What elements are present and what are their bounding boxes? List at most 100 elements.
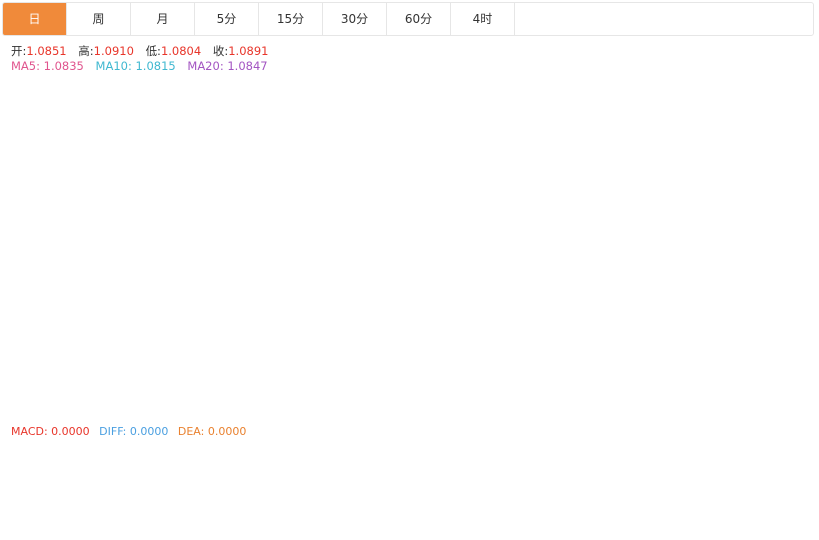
candle-body — [44, 352, 52, 359]
candle — [529, 104, 537, 137]
candle — [12, 300, 20, 361]
tab-0[interactable]: 日 — [3, 3, 67, 35]
candle-body — [465, 148, 473, 222]
tab-3[interactable]: 5分 — [195, 3, 259, 35]
macd-bar — [11, 468, 20, 474]
candle-body — [508, 94, 516, 132]
price-tick-label: 1.0668 — [754, 196, 791, 208]
macd-bar — [227, 473, 236, 478]
macd-bar — [615, 473, 624, 491]
ma10-value: MA10: 1.0815 — [95, 59, 176, 73]
macd-bar — [593, 473, 602, 477]
macd-bar — [626, 473, 635, 497]
candle — [281, 343, 289, 367]
candle-body — [680, 139, 688, 148]
macd-bar — [324, 467, 333, 474]
candle — [152, 300, 160, 328]
ma-legend: MA5: 1.0835 MA10: 1.0815 MA20: 1.0847 — [11, 59, 276, 73]
macd-bar — [486, 433, 495, 474]
macd-bar — [281, 473, 290, 486]
candle — [669, 124, 677, 151]
current-price-label: 1.0891 — [756, 101, 793, 113]
low-label: 低: — [145, 44, 161, 58]
macd-bar — [54, 473, 63, 479]
macd-bar — [442, 473, 451, 478]
candle — [572, 82, 580, 103]
tab-4[interactable]: 15分 — [259, 3, 323, 35]
tab-1[interactable]: 周 — [67, 3, 131, 35]
tab-6[interactable]: 60分 — [387, 3, 451, 35]
candle-body — [238, 324, 246, 341]
candle — [443, 272, 451, 322]
macd-bar — [292, 473, 301, 485]
candle — [680, 133, 688, 154]
macd-bar — [345, 465, 354, 474]
candle — [163, 264, 171, 311]
tab-7[interactable]: 4时 — [451, 3, 515, 35]
macd-bar — [248, 473, 257, 478]
candle — [44, 349, 52, 365]
candle-body — [87, 355, 95, 364]
diff-line — [4, 403, 706, 478]
dea-value: DEA: 0.0000 — [177, 425, 247, 438]
candle — [626, 147, 634, 168]
candle-body — [184, 277, 192, 304]
high-value: 1.0910 — [93, 44, 134, 58]
ma20-line — [4, 124, 706, 359]
candle-body — [368, 272, 376, 307]
macd-bar — [475, 439, 484, 474]
candle — [497, 113, 505, 143]
macd-bar — [561, 449, 570, 474]
macd-bar — [529, 437, 538, 474]
candle — [691, 93, 699, 154]
candle-body — [227, 340, 235, 384]
candle — [303, 303, 311, 352]
open-value: 1.0851 — [26, 44, 67, 58]
candle-body — [120, 309, 128, 370]
candle — [120, 301, 128, 373]
candle-body — [702, 105, 710, 123]
macd-bar — [216, 472, 225, 474]
candle-body — [130, 304, 138, 310]
tab-5[interactable]: 30分 — [323, 3, 387, 35]
candle — [1, 352, 9, 379]
candle-body — [691, 125, 699, 151]
price-tick-label: 1.0966 — [754, 69, 791, 81]
candle — [260, 315, 268, 336]
macd-bar — [98, 473, 107, 477]
candle — [540, 97, 548, 132]
candle — [648, 127, 656, 160]
candle — [475, 122, 483, 160]
price-tick-label: 1.0866 — [754, 112, 791, 124]
ma5-value: MA5: 1.0835 — [11, 59, 84, 73]
candle-body — [76, 355, 84, 384]
candle — [702, 97, 710, 143]
macd-bar — [453, 465, 462, 474]
candle-body — [346, 280, 354, 298]
macd-bar — [540, 443, 548, 474]
candle-body — [271, 323, 278, 348]
candle-body — [324, 278, 332, 290]
macd-bar — [87, 473, 96, 478]
candle-body — [529, 108, 537, 125]
price-tick-label: 1.0370 — [754, 322, 791, 334]
candle — [637, 136, 645, 174]
tab-2[interactable]: 月 — [131, 3, 195, 35]
macd-bar — [141, 459, 150, 474]
macd-bar — [690, 473, 699, 493]
candle-body — [475, 150, 483, 154]
macd-bar — [647, 473, 656, 496]
macd-bar — [356, 468, 365, 474]
candle — [55, 354, 63, 395]
macd-bar — [65, 473, 74, 482]
candle — [141, 290, 149, 319]
macd-bar — [378, 467, 387, 474]
candle-body — [443, 278, 451, 316]
candle-body — [432, 317, 440, 327]
candle — [518, 90, 526, 114]
macd-bar — [1, 473, 9, 475]
price-tick-label: 1.0171 — [754, 407, 791, 419]
candle-body — [486, 130, 494, 154]
candle-body — [518, 94, 526, 109]
